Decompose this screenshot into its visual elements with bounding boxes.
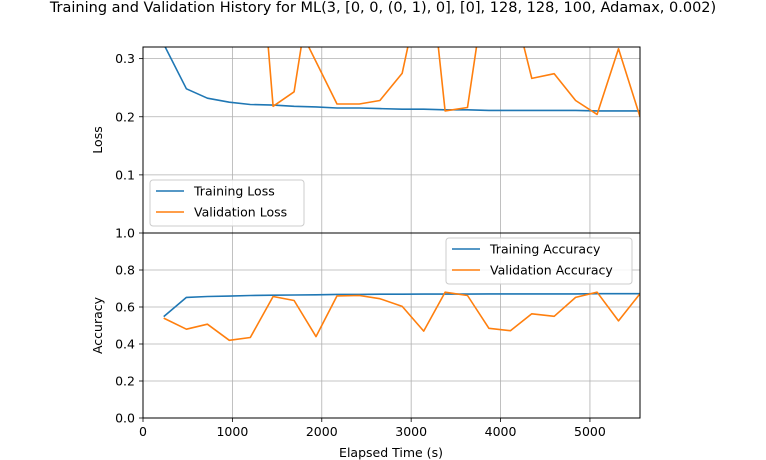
y-tick-label: 0.6 [115, 300, 135, 315]
y-tick-label: 0.2 [115, 374, 135, 389]
y-tick-label: 0.2 [115, 109, 135, 124]
y-tick-label: 0.1 [115, 167, 135, 182]
x-axis-label: Elapsed Time (s) [339, 445, 443, 460]
series-line-validation-loss [267, 47, 640, 118]
accuracy-axes-frame [142, 232, 641, 419]
x-tick-label: 0 [139, 424, 147, 439]
loss-legend: Training Loss Validation Loss [149, 179, 305, 227]
loss-y-axis-label: Loss [90, 126, 105, 153]
series-line-training-accuracy [163, 292, 640, 318]
series-line-validation-accuracy [163, 291, 640, 342]
series-line-training-loss [164, 47, 640, 112]
legend-entry: Training Accuracy [489, 242, 601, 257]
loss-grid [142, 47, 640, 233]
x-tick-label: 2000 [306, 424, 338, 439]
x-tick-label: 3000 [395, 424, 427, 439]
x-tick-label: 4000 [485, 424, 517, 439]
x-tick-label: 5000 [574, 424, 606, 439]
y-tick-label: 0.3 [115, 51, 135, 66]
accuracy-y-axis-label: Accuracy [90, 296, 105, 354]
y-tick-label: 0.0 [115, 411, 135, 426]
y-tick-label: 0.8 [115, 263, 135, 278]
chart-title: Training and Validation History for ML(3… [49, 0, 716, 16]
x-tick-label: 1000 [216, 424, 248, 439]
y-tick-label: 0.4 [115, 337, 135, 352]
y-tick-label: 1.0 [115, 226, 135, 241]
legend-entry: Training Loss [193, 184, 275, 199]
legend-box [445, 237, 633, 285]
accuracy-legend: Training Accuracy Validation Accuracy [445, 237, 633, 285]
legend-box [149, 179, 305, 227]
legend-entry: Validation Accuracy [490, 263, 613, 278]
legend-entry: Validation Loss [194, 205, 287, 220]
